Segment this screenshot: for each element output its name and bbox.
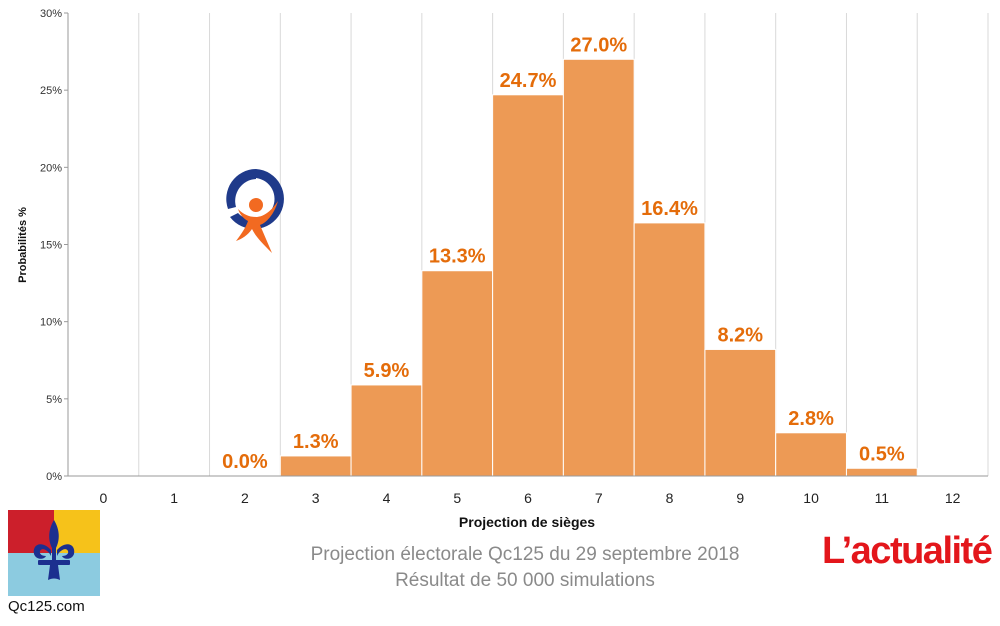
y-tick-label: 15%	[40, 240, 62, 252]
bar-seats-8	[633, 222, 706, 477]
bar-seats-6	[492, 94, 564, 477]
data-label: 16.4%	[641, 198, 698, 220]
data-label: 8.2%	[718, 324, 764, 346]
x-tick-label: 1	[170, 490, 178, 506]
y-tick-label: 20%	[40, 162, 62, 174]
bar-seats-9	[704, 348, 777, 477]
data-label: 2.8%	[788, 408, 834, 430]
data-label: 0.0%	[222, 451, 268, 473]
x-tick-label: 5	[453, 490, 461, 506]
axes	[64, 12, 988, 477]
bar-seats-10	[775, 432, 847, 477]
data-label: 27.0%	[570, 34, 627, 56]
quebec-flag-logo-icon	[8, 510, 100, 596]
bar-seats-11	[845, 467, 918, 477]
bar-seats-3	[279, 455, 352, 477]
x-tick-label: 10	[803, 490, 819, 506]
data-label: 0.5%	[859, 443, 905, 465]
y-axis-title: Probabilités %	[17, 207, 29, 283]
x-tick-labels: 0 1 2 3 4 5 6 7 8 9 10 11 12	[99, 490, 960, 506]
x-tick-label: 6	[524, 490, 532, 506]
x-tick-label: 4	[383, 490, 391, 506]
source-site-label: Qc125.com	[8, 598, 85, 615]
x-tick-label: 12	[945, 490, 961, 506]
data-label: 1.3%	[293, 431, 339, 453]
x-axis-title: Projection de sièges	[459, 514, 595, 530]
chart-caption-line-1: Projection électorale Qc125 du 29 septem…	[310, 544, 740, 565]
bars	[279, 58, 918, 477]
y-tick-label: 30%	[40, 8, 62, 20]
y-tick-label: 5%	[46, 394, 62, 406]
y-tick-labels: 0% 5% 10% 15% 20% 25% 30%	[40, 8, 62, 483]
data-labels: 0.0% 1.3% 5.9% 13.3% 24.7% 27.0% 16.4% 8.2% 2.8%…	[222, 34, 905, 473]
bar-seats-4	[350, 384, 423, 477]
y-tick-label: 0%	[46, 471, 62, 483]
party-logo-icon	[226, 169, 284, 253]
y-tick-label: 10%	[40, 317, 62, 329]
x-tick-label: 8	[666, 490, 674, 506]
x-tick-label: 7	[595, 490, 603, 506]
data-label: 5.9%	[364, 360, 410, 382]
data-label: 13.3%	[429, 246, 486, 268]
bar-seats-5	[421, 270, 494, 477]
x-tick-label: 11	[875, 490, 890, 506]
chart-caption-line-2: Résultat de 50 000 simulations	[395, 570, 655, 591]
x-tick-label: 3	[312, 490, 320, 506]
brand-wordmark: L’actualité	[822, 530, 993, 572]
bar-seats-7	[562, 58, 635, 477]
x-tick-label: 9	[736, 490, 744, 506]
x-tick-label: 0	[99, 490, 107, 506]
x-tick-label: 2	[241, 490, 249, 506]
y-tick-label: 25%	[40, 85, 62, 97]
data-label: 24.7%	[500, 70, 557, 92]
